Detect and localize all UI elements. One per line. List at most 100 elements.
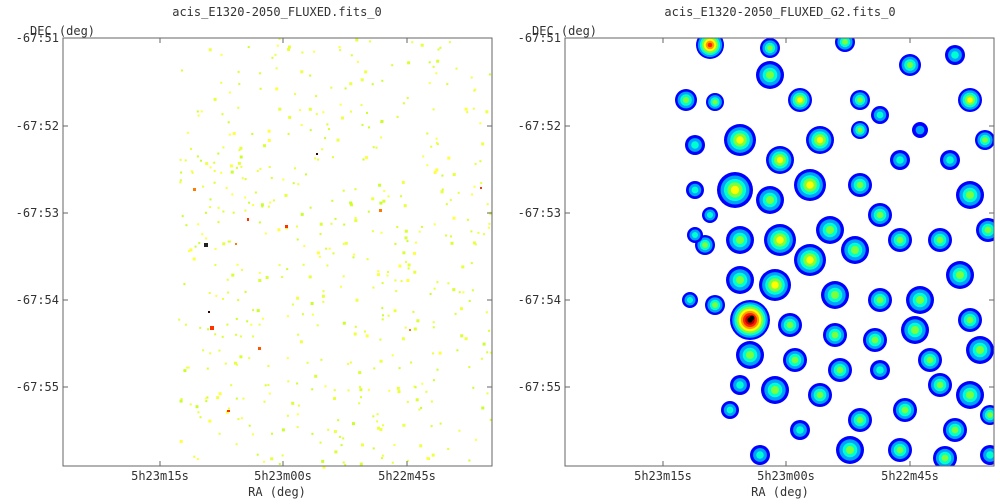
y-tick-label: -67:54 — [518, 293, 561, 307]
pixel — [314, 157, 317, 160]
pixel — [332, 156, 334, 159]
pixel — [197, 411, 200, 414]
chart-title: acis_E1320-2050_FLUXED_G2.fits_0 — [664, 5, 895, 19]
blob-contour — [842, 39, 848, 45]
pixel — [350, 203, 353, 207]
pixel — [404, 236, 408, 240]
pixel — [217, 152, 220, 155]
left-image-layer — [178, 38, 493, 469]
pixel — [470, 230, 473, 233]
pixel — [342, 189, 345, 192]
pixel — [303, 245, 306, 247]
pixel — [263, 144, 266, 148]
pixel — [263, 460, 265, 463]
pixel — [291, 401, 295, 405]
pixel — [432, 108, 435, 111]
pixel — [228, 407, 230, 410]
bright-pixel — [480, 187, 482, 189]
y-tick-label: -67:53 — [518, 206, 561, 220]
pixel — [391, 354, 394, 357]
pixel — [452, 173, 456, 176]
pixel — [313, 50, 316, 53]
pixel — [401, 180, 405, 184]
pixel — [218, 432, 221, 435]
pixel — [213, 181, 216, 184]
pixel — [316, 324, 319, 327]
pixel — [252, 335, 255, 338]
right-panel: acis_E1320-2050_FLUXED_G2.fits_0 DEC (de… — [500, 0, 1000, 504]
y-tick-label: -67:52 — [518, 119, 561, 133]
pixel — [350, 54, 353, 57]
pixel — [267, 365, 270, 367]
pixel — [324, 137, 327, 140]
pixel — [268, 392, 271, 395]
pixel — [414, 386, 417, 389]
pixel — [415, 398, 419, 402]
pixel — [227, 240, 230, 243]
pixel — [278, 264, 281, 267]
pixel — [347, 389, 350, 392]
pixel — [439, 46, 442, 49]
pixel — [216, 396, 220, 400]
pixel — [206, 367, 209, 370]
pixel — [347, 362, 350, 365]
pixel — [217, 206, 220, 209]
pixel — [349, 82, 353, 86]
blob-contour — [966, 191, 974, 199]
pixel — [202, 185, 205, 188]
pixel — [238, 149, 241, 152]
pixel — [205, 237, 208, 240]
pixel — [275, 87, 279, 91]
pixel — [235, 333, 238, 336]
pixel — [333, 389, 336, 392]
pixel — [380, 136, 383, 139]
pixel — [270, 457, 274, 461]
pixel — [235, 317, 238, 320]
pixel — [372, 447, 375, 450]
pixel — [433, 170, 437, 174]
pixel — [439, 422, 442, 425]
pixel — [388, 389, 391, 392]
bright-pixel — [316, 153, 318, 155]
pixel — [246, 320, 249, 323]
pixel — [206, 396, 209, 399]
pixel — [433, 287, 436, 290]
pixel — [340, 444, 343, 447]
pixel — [296, 225, 298, 228]
pixel — [294, 167, 296, 170]
pixel — [410, 361, 413, 364]
pixel — [381, 79, 384, 82]
pixel — [446, 83, 449, 86]
pixel — [316, 251, 320, 255]
pixel — [354, 217, 357, 219]
blob-contour — [871, 336, 879, 344]
pixel — [435, 137, 438, 140]
pixel — [261, 317, 264, 320]
pixel — [436, 143, 439, 146]
pixel — [296, 238, 299, 241]
pixel — [486, 203, 489, 206]
pixel — [354, 188, 357, 191]
pixel — [359, 385, 361, 388]
pixel — [449, 199, 452, 201]
pixel — [244, 209, 247, 212]
pixel — [236, 263, 239, 266]
pixel — [209, 198, 212, 201]
pixel — [202, 349, 205, 352]
pixel — [217, 221, 220, 224]
pixel — [287, 380, 290, 383]
pixel — [181, 69, 183, 72]
pixel — [301, 313, 304, 316]
pixel — [179, 399, 183, 403]
pixel — [356, 60, 359, 63]
blob-contour — [896, 446, 904, 454]
pixel — [413, 327, 417, 331]
tick-marks — [565, 37, 994, 466]
pixel — [321, 148, 324, 151]
pixel — [274, 53, 277, 56]
pixel — [460, 307, 463, 311]
pixel — [296, 296, 300, 300]
pixel — [180, 398, 183, 400]
blob-contour — [831, 331, 839, 339]
pixel — [248, 424, 251, 427]
